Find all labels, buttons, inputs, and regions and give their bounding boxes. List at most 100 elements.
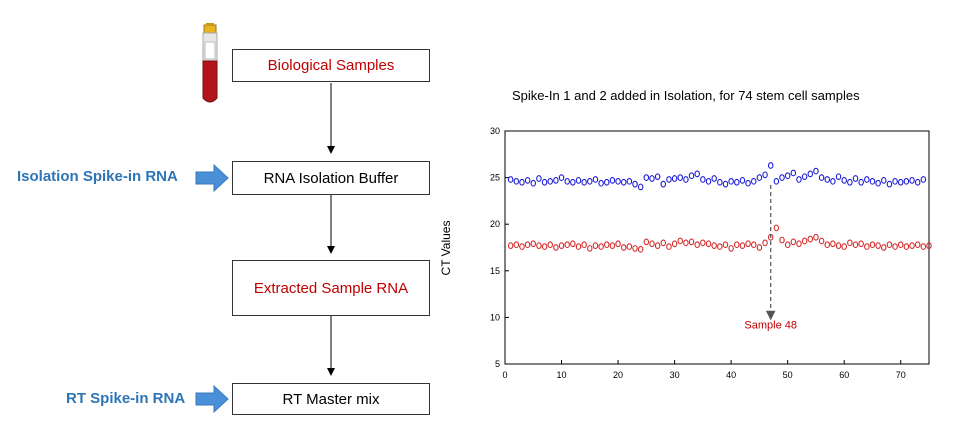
data-point-series-1 <box>575 177 582 184</box>
data-point-series-1 <box>852 175 859 182</box>
data-point-series-2 <box>598 243 604 250</box>
data-point-series-2 <box>570 240 576 248</box>
data-point-series-1 <box>541 178 548 186</box>
data-point-series-2 <box>779 236 785 244</box>
data-point-series-2 <box>700 239 706 247</box>
data-point-series-1 <box>581 178 587 186</box>
data-point-series-2 <box>705 240 712 248</box>
data-point-series-2 <box>784 241 791 249</box>
data-point-series-2 <box>564 241 570 249</box>
data-point-series-1 <box>745 179 751 187</box>
data-point-series-2 <box>869 241 876 249</box>
y-axis-label: CT Values <box>439 220 453 276</box>
data-point-series-2 <box>654 242 661 249</box>
data-point-series-2 <box>813 233 819 241</box>
data-point-series-1 <box>807 170 814 178</box>
data-point-series-2 <box>553 244 559 251</box>
data-point-series-2 <box>694 241 700 249</box>
data-point-series-1 <box>671 175 678 182</box>
data-point-series-2 <box>762 239 768 247</box>
data-point-series-1 <box>779 174 785 181</box>
data-point-series-1 <box>558 174 565 181</box>
data-point-series-1 <box>886 180 893 188</box>
data-point-series-1 <box>835 173 842 181</box>
data-point-series-2 <box>750 241 757 249</box>
data-point-series-1 <box>615 177 621 185</box>
step-rt-master-mix: RT Master mix <box>232 383 430 415</box>
data-point-series-2 <box>830 240 836 248</box>
data-point-series-2 <box>835 242 842 249</box>
x-tick-label: 20 <box>613 370 623 380</box>
step-extracted-sample-rna: Extracted Sample RNA <box>232 260 430 316</box>
data-point-series-1 <box>513 177 520 185</box>
data-point-series-1 <box>914 178 921 186</box>
data-point-series-1 <box>903 177 910 185</box>
data-point-series-2 <box>620 244 627 251</box>
data-point-series-2 <box>677 237 684 245</box>
data-point-series-1 <box>767 162 774 169</box>
data-point-series-2 <box>666 243 672 250</box>
data-point-series-2 <box>558 242 565 249</box>
data-point-series-1 <box>587 177 593 185</box>
data-point-series-1 <box>507 176 514 183</box>
data-point-series-2 <box>897 241 904 249</box>
data-point-series-2 <box>604 241 610 249</box>
data-point-series-2 <box>513 241 520 249</box>
data-point-series-2 <box>587 245 593 252</box>
data-point-series-2 <box>920 243 927 250</box>
data-point-series-1 <box>818 174 825 181</box>
data-point-series-2 <box>637 246 644 253</box>
data-point-series-1 <box>570 178 576 186</box>
data-point-series-2 <box>796 240 802 248</box>
data-point-series-1 <box>847 178 853 186</box>
ct-scatter-chart: 0 10 20 30 40 50 60 70 5 10 15 20 25 30 Sample 48 <box>490 126 932 380</box>
x-tick-label: 10 <box>557 370 567 380</box>
data-point-series-1 <box>700 176 706 183</box>
data-point-series-2 <box>875 242 881 249</box>
data-point-series-2 <box>892 243 898 250</box>
data-point-series-2 <box>660 239 667 247</box>
data-point-series-1 <box>728 177 734 185</box>
rt-input-arrow-icon <box>195 384 229 414</box>
y-tick-label: 10 <box>490 312 500 322</box>
data-point-series-1 <box>530 179 537 187</box>
data-point-series-2 <box>734 241 740 249</box>
data-point-series-1 <box>909 177 915 184</box>
data-point-series-2 <box>711 242 717 249</box>
data-point-series-1 <box>875 179 881 187</box>
data-point-series-1 <box>632 180 638 188</box>
data-point-series-2 <box>581 241 587 249</box>
data-point-series-1 <box>598 179 604 187</box>
data-point-series-2 <box>507 242 514 249</box>
x-tick-label: 60 <box>839 370 849 380</box>
data-point-series-2 <box>632 245 638 252</box>
data-point-series-1 <box>717 178 723 186</box>
data-point-series-1 <box>620 178 627 186</box>
data-point-series-1 <box>609 177 616 184</box>
isolation-input-arrow-icon <box>195 163 229 193</box>
x-tick-label: 40 <box>726 370 736 380</box>
data-point-series-1 <box>756 174 763 181</box>
data-point-series-2 <box>615 240 621 248</box>
data-point-series-2 <box>592 242 599 249</box>
data-point-series-1 <box>694 170 700 178</box>
data-point-series-2 <box>575 243 582 250</box>
data-point-series-1 <box>801 173 808 181</box>
data-point-series-2 <box>722 241 729 249</box>
data-point-series-2 <box>547 241 553 249</box>
data-point-series-1 <box>892 177 898 185</box>
data-point-series-2 <box>649 240 655 248</box>
data-point-series-1 <box>739 177 746 184</box>
data-point-series-1 <box>897 178 904 186</box>
data-point-series-1 <box>564 177 570 185</box>
data-point-series-1 <box>784 172 791 180</box>
data-point-series-1 <box>547 177 553 185</box>
data-point-series-1 <box>711 175 717 182</box>
data-point-series-2 <box>688 238 695 246</box>
data-point-series-2 <box>536 242 542 249</box>
data-point-series-2 <box>852 241 859 249</box>
data-point-series-2 <box>530 240 537 248</box>
data-point-series-1 <box>881 177 887 184</box>
data-point-series-2 <box>818 237 825 245</box>
